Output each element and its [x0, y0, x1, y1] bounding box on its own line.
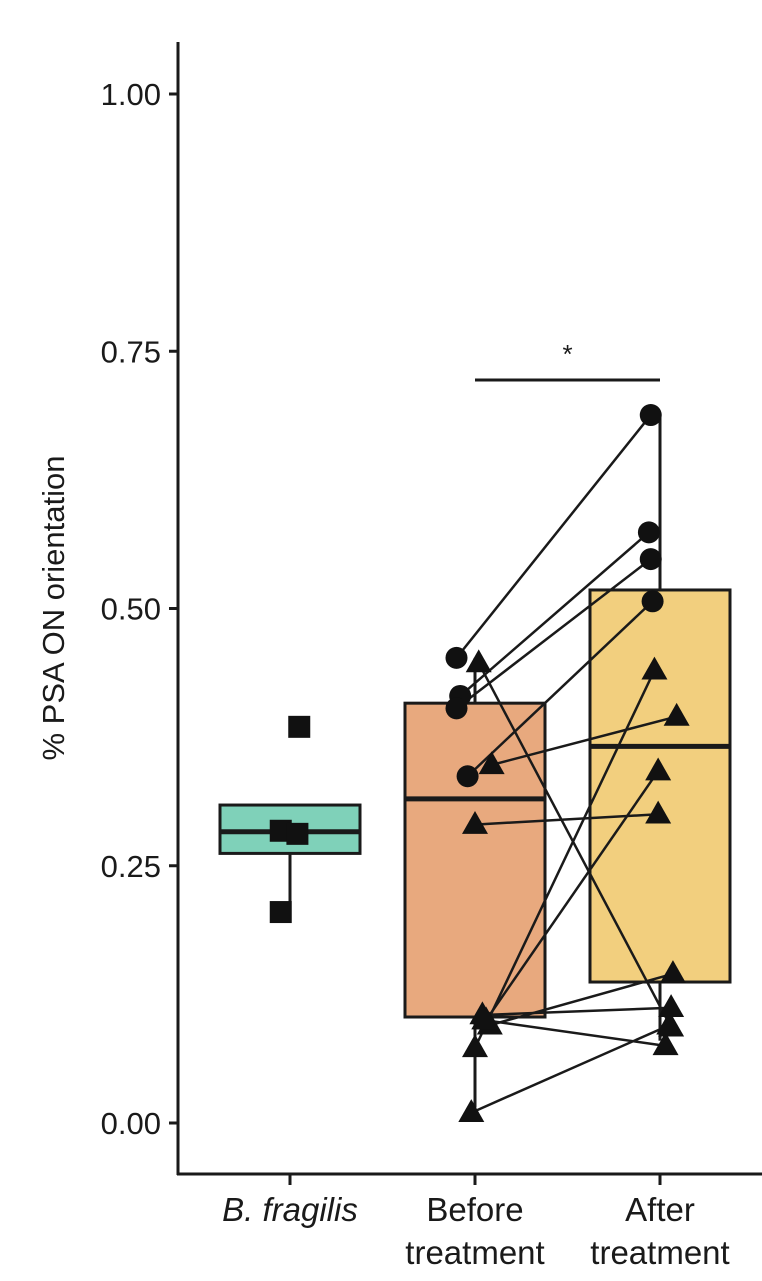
data-point-after — [637, 521, 660, 544]
pair-line — [489, 972, 674, 1027]
pair-line — [455, 414, 652, 659]
boxes-layer — [218, 415, 732, 1108]
pair-line — [473, 669, 656, 1049]
pair-line — [470, 1024, 670, 1114]
data-point-after — [663, 702, 690, 726]
data-point-after — [639, 404, 662, 427]
pair-line — [477, 662, 673, 1028]
pair-line — [491, 715, 677, 767]
box — [588, 588, 732, 984]
ticks-layer: 0.00 0.25 0.50 0.75 1.00 — [101, 77, 662, 1185]
data-point — [269, 819, 292, 842]
data-point-after — [658, 994, 685, 1017]
x-category-label: treatment — [590, 1234, 729, 1271]
data-point-before — [471, 1006, 498, 1030]
pair-line — [484, 1018, 666, 1048]
y-tick-label: 0.75 — [101, 334, 161, 369]
significance-layer: * — [475, 339, 660, 382]
data-point-before — [462, 1034, 488, 1058]
data-point-before — [462, 810, 488, 834]
x-category-label: After — [625, 1191, 695, 1228]
pair-line — [485, 770, 660, 1021]
y-tick-label: 1.00 — [101, 77, 161, 112]
y-tick-label: 0.25 — [101, 849, 161, 884]
data-point-after — [639, 548, 662, 571]
data-point-after — [659, 960, 686, 984]
y-tick-label: 0.50 — [101, 592, 161, 627]
data-point-after — [652, 1032, 679, 1056]
data-point-after — [656, 1011, 683, 1035]
data-point-after — [645, 800, 672, 824]
y-axis-title: % PSA ON orientation — [36, 456, 71, 761]
significance-label: * — [562, 339, 572, 369]
data-point — [286, 822, 309, 845]
y-tick-label: 0.00 — [101, 1106, 161, 1141]
x-category-label: B. fragilis — [222, 1191, 358, 1228]
data-point-before — [465, 649, 492, 673]
data-point-after — [645, 757, 672, 781]
category-labels-layer: B. fragilis Before treatment After treatment — [222, 1191, 730, 1271]
data-point-before — [445, 697, 468, 720]
pair-line — [459, 531, 650, 697]
x-category-label: treatment — [405, 1234, 544, 1271]
x-category-label: Before — [426, 1191, 523, 1228]
data-point — [288, 715, 311, 738]
pair-line — [466, 600, 654, 778]
data-point — [269, 901, 292, 924]
data-point-before — [456, 765, 479, 788]
data-point-after — [641, 656, 668, 680]
data-point-before — [478, 751, 505, 775]
points-layer — [269, 404, 690, 1122]
data-point-before — [445, 646, 468, 669]
data-point-before — [458, 1099, 485, 1122]
data-point-after — [641, 590, 664, 613]
pair-line — [482, 1006, 672, 1017]
pair-lines-layer — [455, 414, 677, 1114]
